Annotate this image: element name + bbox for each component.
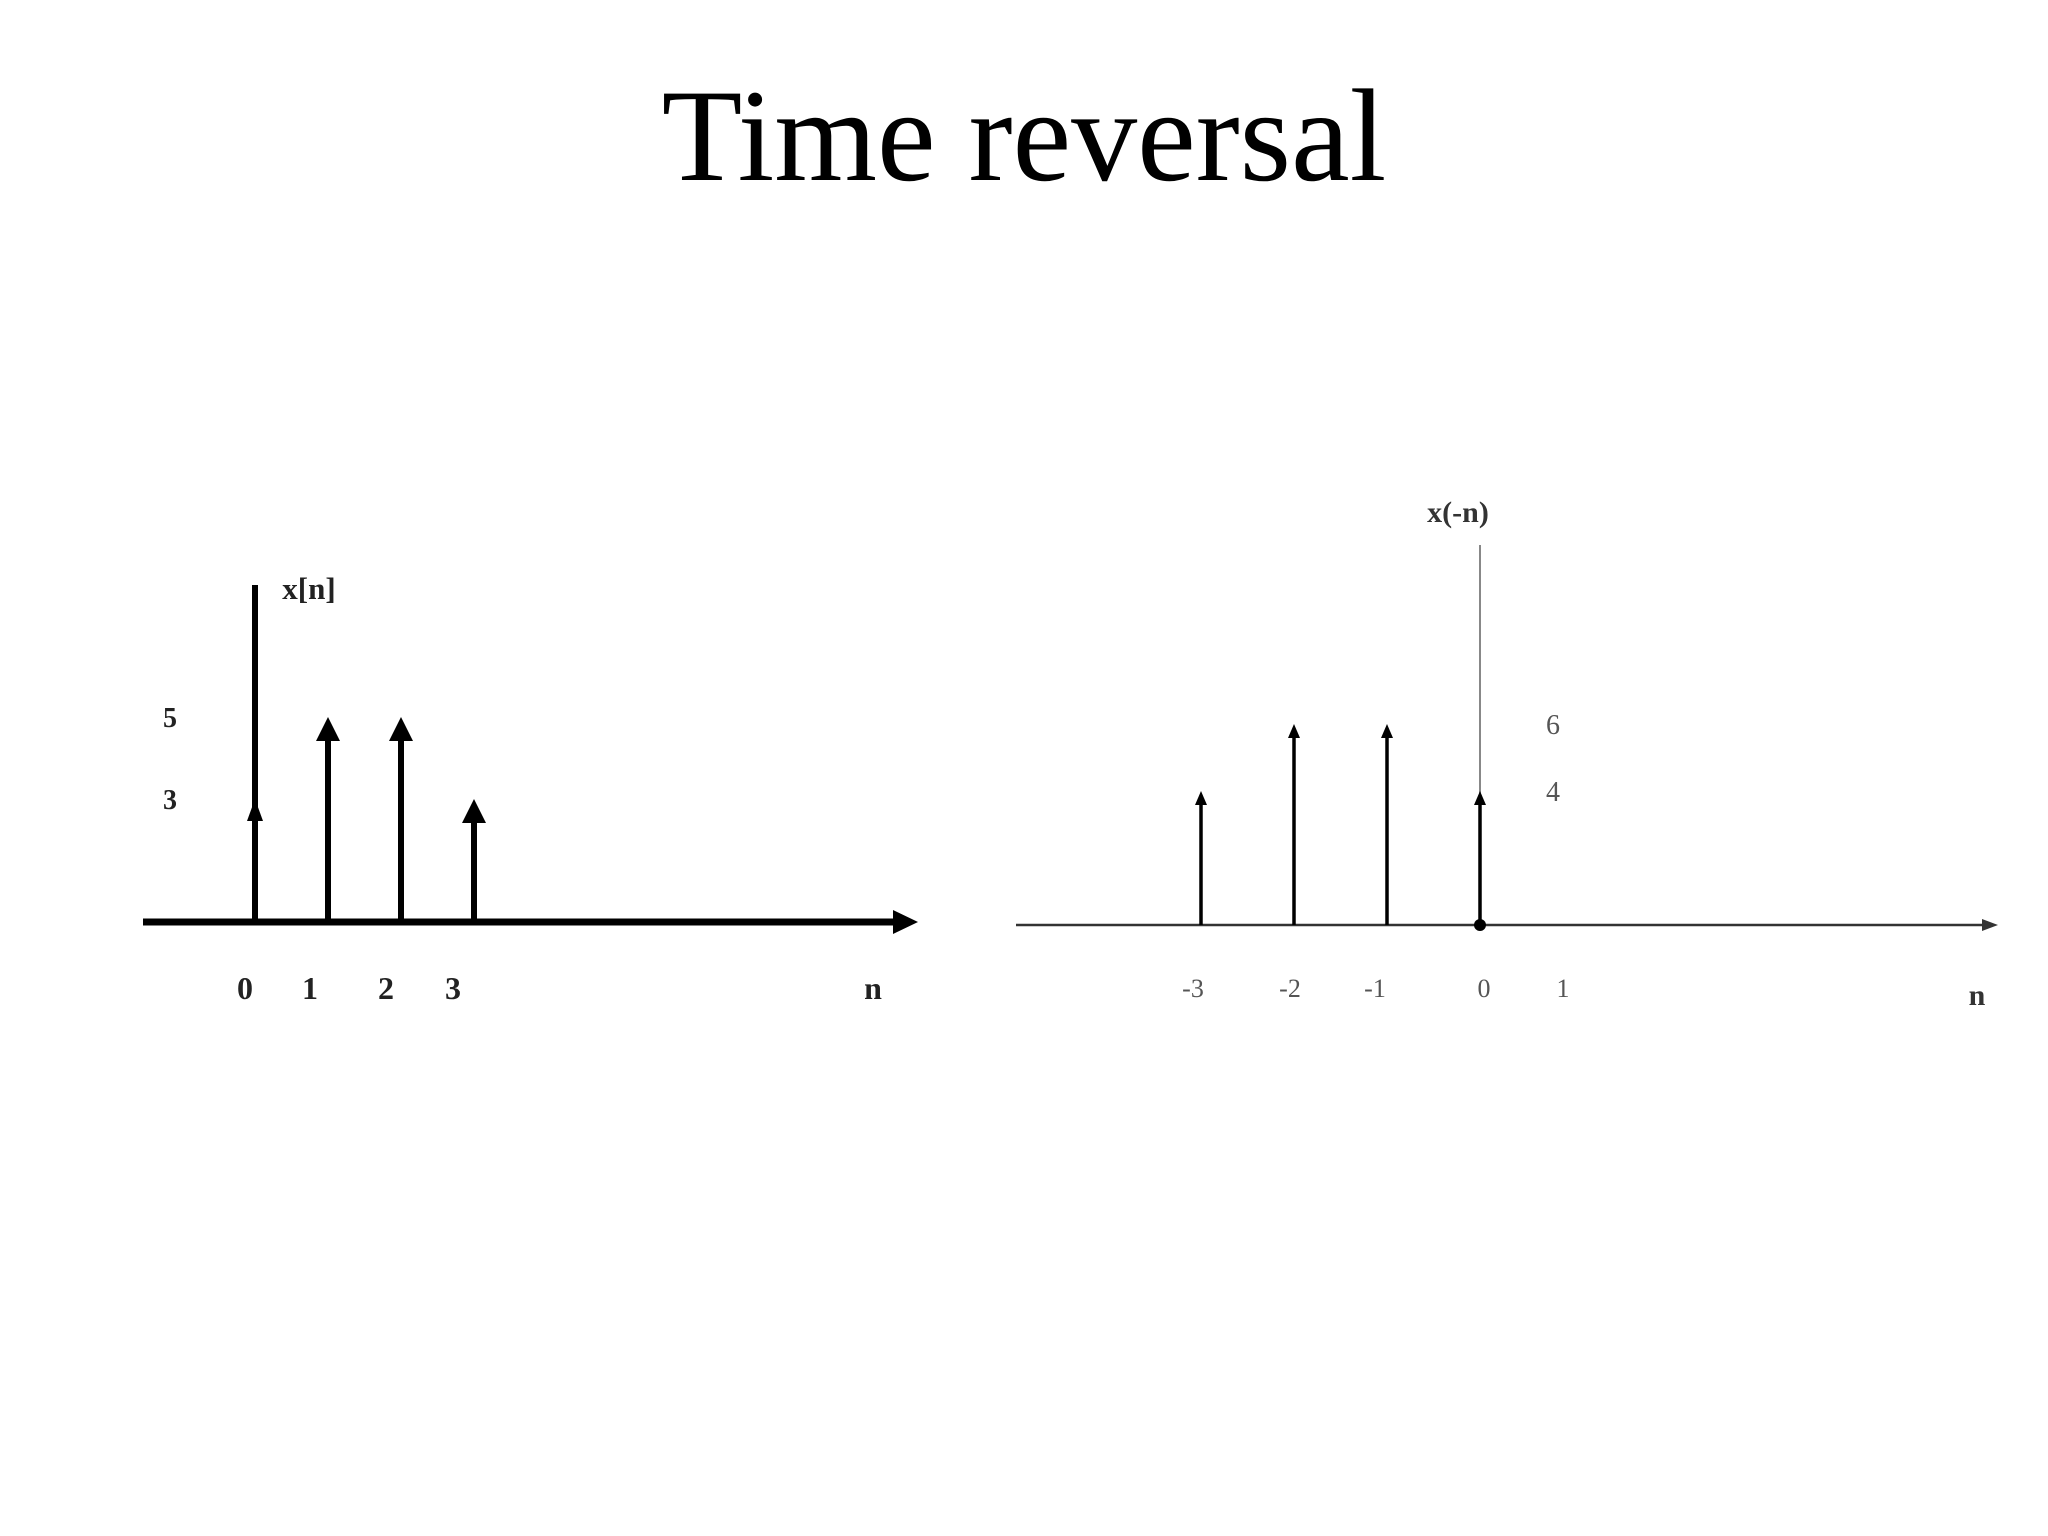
x-axis-arrow (893, 910, 918, 934)
x-tick-label: 1 (1557, 974, 1570, 1003)
stem-arrow (462, 799, 486, 823)
y-tick-label: 3 (163, 785, 177, 816)
y-tick-label: 5 (163, 703, 177, 734)
signal-label: x(-n) (1427, 496, 1489, 529)
y-tick-label: 6 (1546, 710, 1560, 741)
signal-label: x[n] (282, 571, 335, 606)
x-tick-label: 1 (302, 970, 318, 1006)
y-tick-label: 4 (1546, 777, 1560, 808)
stem-arrow (389, 717, 413, 741)
x-axis-label: n (1969, 979, 1986, 1012)
right-stem-plot: 6 4 -3 -2 -1 0 1 n x(-n) (1016, 496, 1998, 1012)
x-tick-label: 0 (237, 970, 253, 1006)
stem-arrow (316, 717, 340, 741)
x-axis-label: n (864, 970, 882, 1006)
slide-title: Time reversal (661, 62, 1387, 209)
stem-arrow (1195, 791, 1207, 805)
x-tick-label: 3 (445, 970, 461, 1006)
x-tick-label: 0 (1478, 974, 1491, 1003)
x-tick-label: -2 (1279, 974, 1301, 1003)
x-axis-arrow (1982, 919, 1998, 931)
x-tick-label: 2 (378, 970, 394, 1006)
origin-dot (1474, 919, 1486, 931)
left-stem-plot: 5 3 0 1 2 3 n x[n] (143, 571, 918, 1006)
stem-arrow (1381, 724, 1393, 738)
x-tick-label: -3 (1182, 974, 1204, 1003)
x-tick-label: -1 (1364, 974, 1386, 1003)
stem-arrow (1288, 724, 1300, 738)
stem-arrow (1474, 791, 1486, 805)
stem-arrow (247, 799, 263, 821)
